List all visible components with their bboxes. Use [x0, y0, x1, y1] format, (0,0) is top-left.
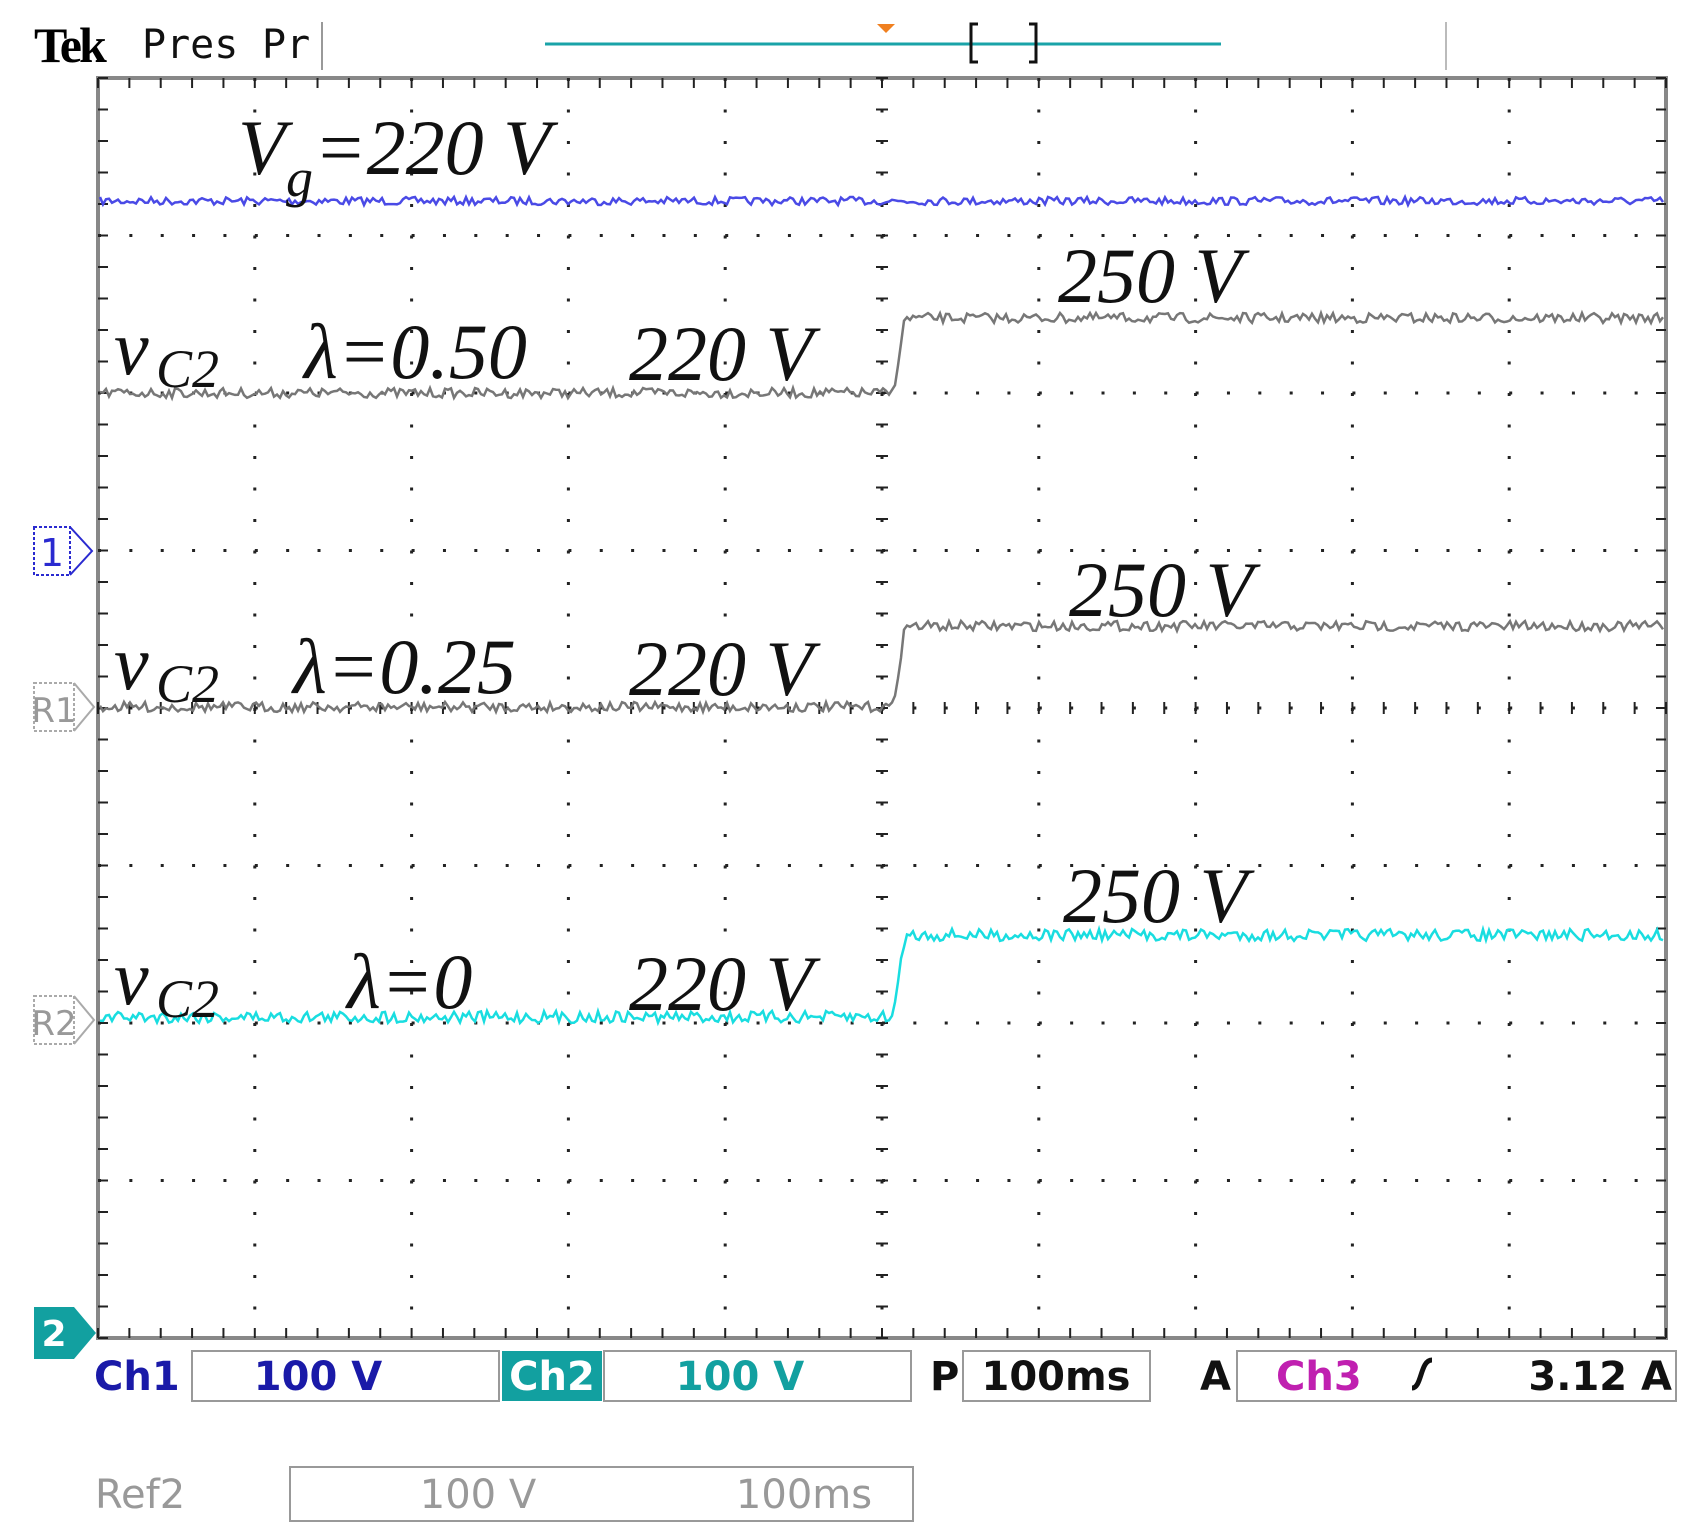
status-text: Pr [262, 22, 310, 68]
ch1-scale: 100 V [254, 1354, 382, 1400]
trigger-source: Ch3 [1276, 1354, 1362, 1400]
annotation-symbol: v [114, 304, 149, 391]
ch2-label-bg [502, 1351, 602, 1401]
graticule [97, 77, 1667, 1339]
ch2-scale: 100 V [676, 1354, 804, 1400]
annotation-symbol: v [114, 934, 149, 1021]
p-label: P [930, 1354, 959, 1400]
trigger-box [1236, 1350, 1677, 1402]
trace [99, 309, 1664, 402]
marker-label: R1 [31, 691, 76, 731]
mode: Pres [142, 22, 238, 68]
ref-scale: 100 V [420, 1472, 537, 1518]
annotation-symbol: v [114, 619, 149, 706]
annotation-subscript: C2 [156, 339, 219, 399]
annotation-lambda: λ=0.50 [302, 308, 527, 395]
annotation-before: 220 V [629, 310, 822, 397]
annotation-subscript: C2 [156, 654, 219, 714]
ref-timebase: 100ms [736, 1472, 872, 1518]
annotation-lambda: λ=0.25 [291, 623, 516, 710]
annotation-after: 250 V [1069, 546, 1262, 633]
marker-box [33, 995, 75, 1045]
ref-box [289, 1466, 914, 1522]
annotation-before: 220 V [629, 940, 822, 1027]
marker-arrow [69, 526, 94, 576]
ch2-box [603, 1350, 912, 1402]
annotation-lambda: λ=0 [345, 938, 472, 1025]
ch1-box [191, 1350, 500, 1402]
marker-box [33, 682, 75, 732]
marker-label: 2 [41, 1314, 66, 1355]
timebase: 100ms [982, 1354, 1131, 1400]
trigger-level: 3.12 A [1528, 1354, 1672, 1400]
annotation-subscript: C2 [156, 969, 219, 1029]
trace [98, 617, 1665, 716]
annotation-after: 250 V [1063, 852, 1256, 939]
a-label: A [1200, 1354, 1231, 1400]
annotation-symbol: V [238, 104, 294, 191]
marker-arrow [73, 682, 96, 732]
traces [98, 193, 1665, 1027]
marker-box [33, 526, 71, 576]
trigger-slope [1411, 1357, 1433, 1391]
trace [98, 193, 1665, 209]
annotation: =220 V [314, 104, 559, 191]
marker-label: 1 [40, 531, 64, 575]
brand: Tek [34, 17, 107, 73]
ch1-label: Ch1 [94, 1354, 180, 1400]
timebase-box [962, 1350, 1151, 1402]
marker-label: R2 [31, 1004, 76, 1044]
annotation-before: 220 V [629, 625, 822, 712]
annotation-subscript: g [286, 148, 313, 208]
marker-box [34, 1307, 96, 1359]
trace [99, 924, 1664, 1027]
ref-label: Ref2 [95, 1472, 185, 1518]
trigger-pointer [877, 24, 895, 33]
view-bracket [969, 22, 1038, 64]
ch2-label: Ch2 [509, 1354, 595, 1400]
annotation-after: 250 V [1058, 232, 1251, 319]
marker-arrow [73, 995, 96, 1045]
